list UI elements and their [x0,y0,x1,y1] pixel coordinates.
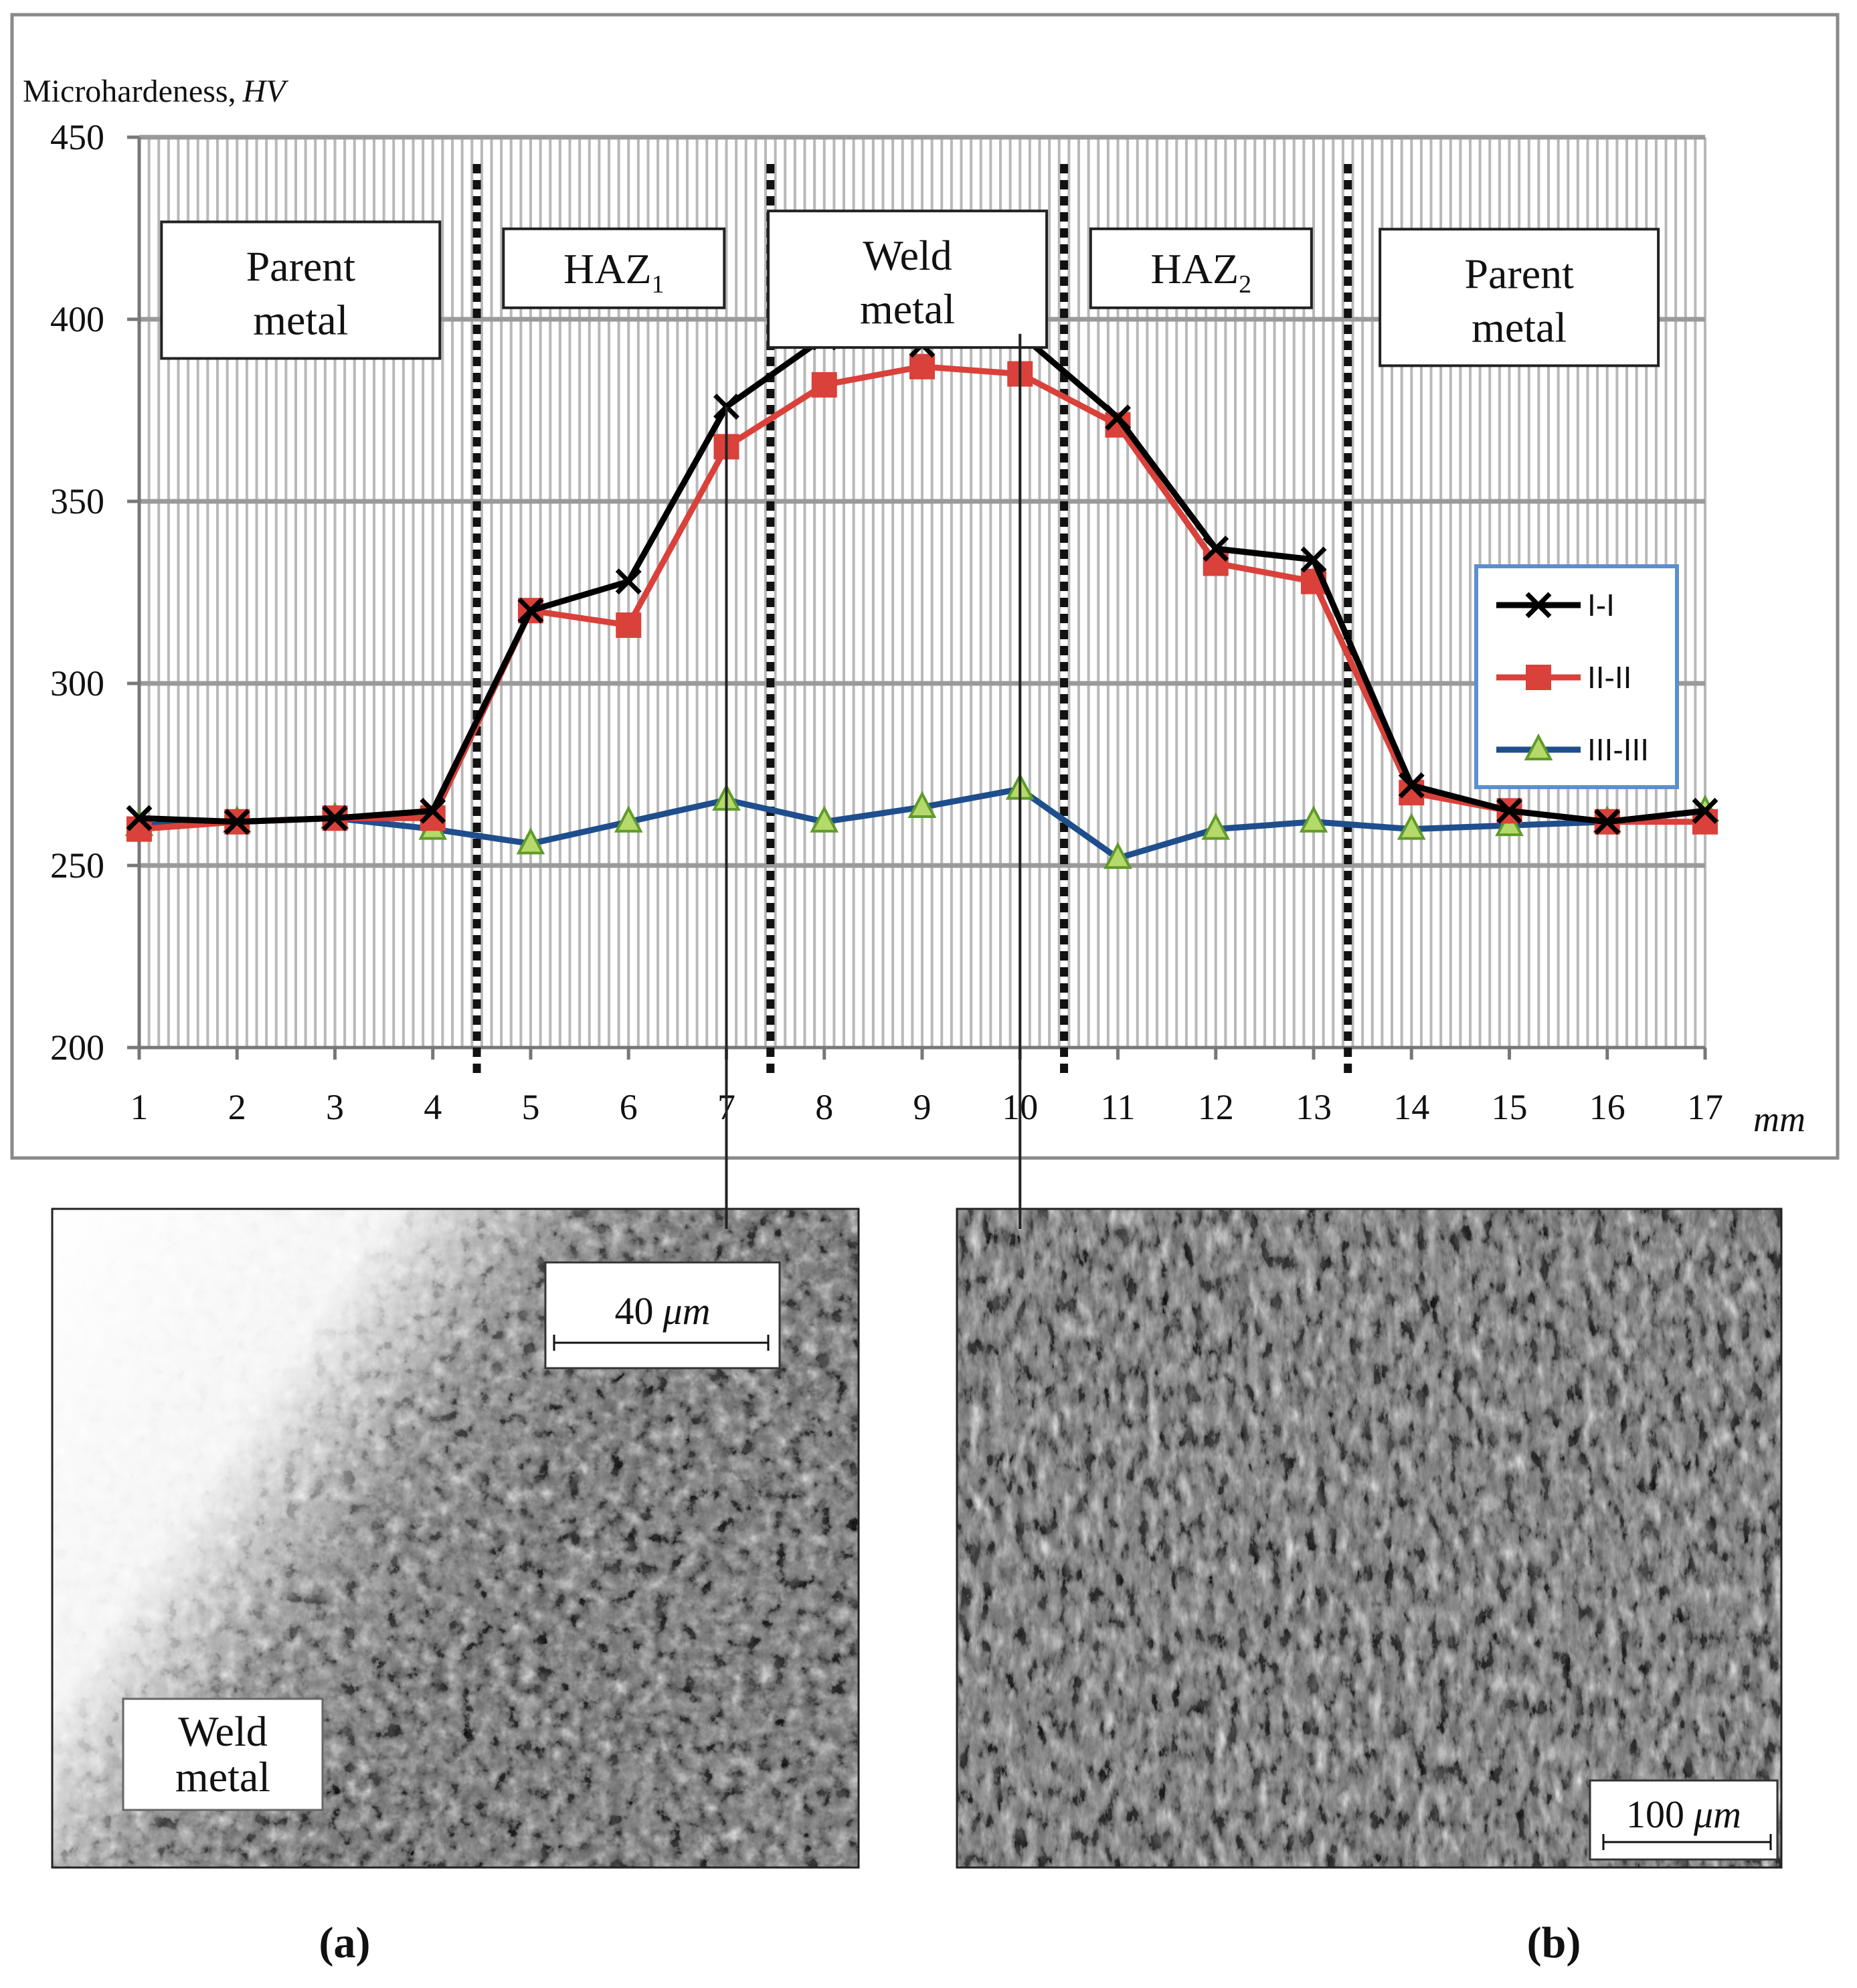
x-tick-4: 4 [424,1087,442,1127]
legend-label-I-I: I-I [1587,588,1615,623]
zone-text-4: HAZ2 [1151,245,1252,299]
point-I-I-1 [126,805,153,831]
zone-text-1-line2: metal [253,296,348,343]
micrograph-a: 40 μm Weld metal [51,1208,860,1869]
zone-label-4: HAZ2 [1089,227,1313,309]
zone-text-3-line1: Weld [863,232,952,279]
legend: I-I II-II III-III [1474,564,1679,789]
point-I-I-14 [1398,772,1425,799]
x-tick-13: 13 [1296,1087,1332,1127]
point-III-III-13 [1299,805,1328,833]
x-tick-5: 5 [522,1087,540,1127]
svg-text:Weld: Weld [178,1708,267,1755]
pointer-lines [725,333,1022,1229]
point-I-I-4 [420,797,446,824]
point-I-I-5 [517,597,544,624]
point-I-I-6 [615,568,642,595]
y-tick-400: 400 [50,299,104,339]
x-tick-15: 15 [1492,1087,1528,1127]
zone-text-5-line2: metal [1472,303,1567,351]
legend-label-III-III: III-III [1587,732,1649,767]
x-tick-16: 16 [1589,1087,1625,1127]
point-I-I-12 [1203,535,1229,562]
y-tick-200: 200 [50,1027,104,1068]
point-I-I-16 [1594,809,1621,835]
y-tick-250: 250 [50,845,104,886]
scale-bar-b: 100 μm [1589,1779,1779,1861]
y-tick-300: 300 [50,663,104,703]
x-tick-14: 14 [1393,1087,1429,1127]
x-tick-12: 12 [1198,1087,1234,1127]
point-III-III-14 [1397,813,1426,840]
y-axis-label: Microhardeness, HV [23,74,288,109]
zone-box-1 [160,220,442,360]
caption-b: (b) [1527,1918,1581,1967]
y-tick-labels: 200 250 300 350 400 450 [50,117,104,1068]
point-I-I-17 [1692,797,1718,824]
zone-text-5-line1: Parent [1464,250,1574,297]
point-III-III-9 [907,791,937,818]
point-III-III-12 [1201,813,1231,840]
point-I-I-11 [1105,404,1131,431]
scale-bar-a: 40 μm [544,1261,781,1370]
zone-text-3-line2: metal [860,285,955,333]
point-II-II-6 [616,612,642,638]
zone-box-3 [767,210,1049,349]
legend-label-II-II: II-II [1587,660,1631,695]
x-tick-3: 3 [326,1087,344,1127]
x-tick-17: 17 [1687,1087,1723,1127]
point-I-I-13 [1300,546,1327,573]
zone-label-1: Parent metal [160,220,442,360]
point-III-III-11 [1103,841,1132,869]
point-II-II-9 [909,353,935,380]
svg-text:metal: metal [175,1753,270,1801]
caption-a: (a) [319,1918,371,1967]
point-II-II-8 [811,371,837,398]
micrograph-b: 100 μm [956,1208,1783,1869]
x-tick-11: 11 [1101,1087,1136,1127]
x-tick-6: 6 [620,1087,638,1127]
x-tick-2: 2 [228,1087,246,1127]
zone-box-2 [502,227,726,309]
axes [127,135,1707,1060]
zone-labels: Parent metal HAZ1 Weld metal HAZ2 Parent metal [160,210,1660,367]
legend-item-III-III: III-III [1496,732,1649,767]
x-tick-1: 1 [130,1087,149,1127]
point-III-III-5 [516,827,545,855]
x-tick-labels: 1234567891011121314151617 [130,1087,1724,1127]
point-I-I-2 [224,809,250,835]
weld-metal-inset: Weld metal [122,1697,324,1811]
point-I-I-3 [322,805,348,831]
x-tick-8: 8 [815,1087,833,1127]
zone-text-2: HAZ1 [563,245,665,299]
zone-text-1-line1: Parent [246,242,356,290]
y-tick-450: 450 [50,117,104,157]
y-tick-350: 350 [50,481,104,521]
x-axis-unit: mm [1753,1099,1805,1139]
zone-box-4 [1089,227,1313,309]
point-III-III-6 [614,805,643,833]
point-I-I-15 [1496,797,1522,824]
legend-item-I-I: I-I [1496,588,1615,623]
legend-item-II-II: II-II [1496,660,1631,695]
zone-boundaries [472,164,1352,1074]
zone-label-3: Weld metal [767,210,1049,349]
zone-box-5 [1379,228,1660,367]
point-III-III-8 [810,805,839,833]
x-tick-9: 9 [913,1087,932,1127]
zone-label-2: HAZ1 [502,227,726,309]
zone-label-5: Parent metal [1379,228,1660,367]
